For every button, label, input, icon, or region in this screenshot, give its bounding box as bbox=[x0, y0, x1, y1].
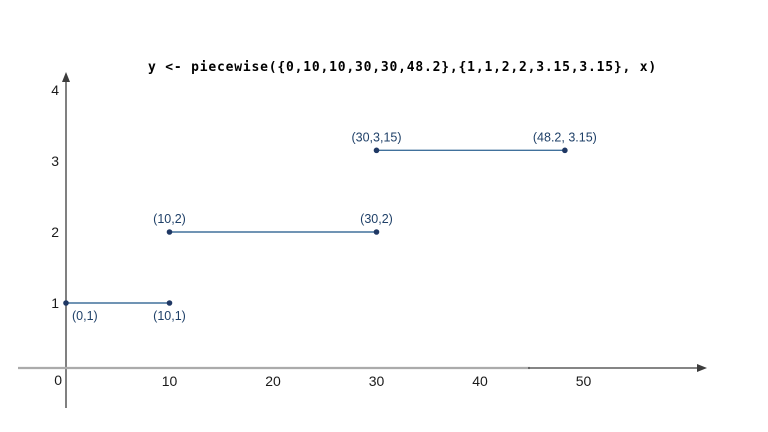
y-axis-arrow-icon bbox=[62, 72, 70, 82]
data-point bbox=[373, 147, 380, 154]
point-label: (48.2, 3.15) bbox=[533, 130, 597, 144]
point-label: (30,3,15) bbox=[351, 130, 401, 144]
chart-title-code: y <- piecewise({0,10,10,30,30,48.2},{1,1… bbox=[148, 60, 657, 75]
x-tick-label: 10 bbox=[162, 373, 178, 389]
x-tick-label: 50 bbox=[576, 373, 592, 389]
y-tick-label: 1 bbox=[51, 295, 59, 311]
data-point bbox=[166, 229, 173, 235]
point-label: (10,1) bbox=[153, 309, 186, 323]
origin-tick-label: 0 bbox=[54, 372, 62, 388]
data-point bbox=[373, 229, 380, 235]
point-label: (0,1) bbox=[72, 309, 98, 323]
point-label: (10,2) bbox=[153, 212, 186, 226]
x-axis-arrow-icon bbox=[697, 364, 707, 372]
data-point bbox=[562, 147, 568, 154]
data-point bbox=[166, 300, 173, 306]
y-tick-label: 2 bbox=[51, 224, 59, 240]
x-tick-label: 20 bbox=[265, 373, 281, 389]
data-point bbox=[63, 300, 69, 306]
y-tick-label: 3 bbox=[51, 153, 59, 169]
y-tick-label: 4 bbox=[51, 82, 59, 98]
point-label: (30,2) bbox=[360, 212, 393, 226]
x-tick-label: 40 bbox=[472, 373, 488, 389]
x-tick-label: 30 bbox=[369, 373, 385, 389]
